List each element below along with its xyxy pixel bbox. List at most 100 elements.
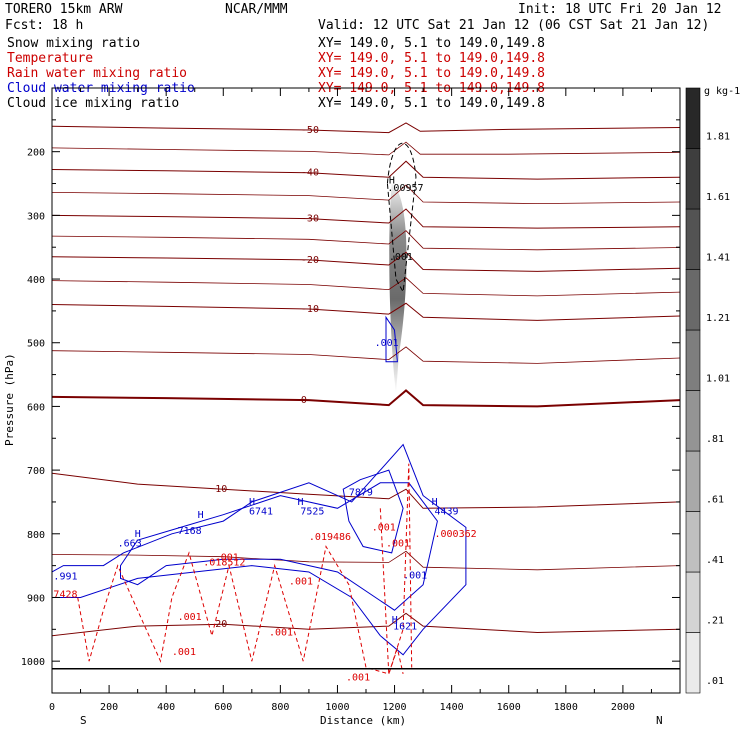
colorbar-label-2: 1.41 [706, 252, 730, 263]
x-tick-label-0: 0 [49, 702, 55, 713]
colorbar-segment-0 [685, 632, 701, 694]
temperature-contour--20 [52, 251, 680, 272]
colorbar-segment-6 [685, 269, 701, 331]
colorbar-label-7: .41 [706, 555, 724, 566]
y-axis-label: Pressure (hPa) [3, 353, 16, 446]
temperature-contour-intermediate-3 [52, 277, 680, 297]
model-title: TORERO 15km ARW [5, 2, 123, 17]
cloud-water-label-2: .991 [53, 572, 77, 583]
y-tick-label-5: 700 [27, 466, 45, 477]
y-tick-label-4: 600 [27, 402, 45, 413]
h-marker-0: H [389, 176, 395, 187]
colorbar-segment-7 [685, 208, 701, 270]
temperature-contour--10 [52, 302, 680, 321]
cloud-ice-label: .001 [389, 252, 413, 263]
h-marker-1: H [135, 529, 141, 540]
init-time: Init: 18 UTC Fri 20 Jan 12 [518, 2, 722, 17]
y-tick-label-8: 1000 [21, 657, 45, 668]
valid-time: Valid: 12 UTC Sat 21 Jan 12 (06 CST Sat … [318, 18, 709, 33]
x-tick-label-6: 1200 [382, 702, 406, 713]
rain-label-5: .001 [269, 628, 293, 639]
colorbar-segment-5 [685, 329, 701, 391]
temperature-contour-intermediate-0 [52, 141, 680, 156]
x-tick-label-8: 1600 [497, 702, 521, 713]
field-name-2: Rain water mixing ratio [7, 66, 187, 81]
x-tick-label-1: 200 [100, 702, 118, 713]
field-name-1: Temperature [7, 51, 93, 66]
temperature-contour-intermediate-2 [52, 230, 680, 251]
field-xy-4: XY= 149.0, 5.1 to 149.0,149.8 [318, 96, 545, 111]
temperature-label-20: 20 [215, 619, 227, 630]
cloud-water-label-3: 7168 [178, 526, 202, 537]
rain-label-6: .001 [172, 647, 196, 658]
colorbar-label-5: .81 [706, 434, 724, 445]
temperature-contour-20 [52, 612, 680, 637]
temperature-contour--50 [52, 122, 680, 134]
rain-label-8: .018512 [203, 558, 245, 569]
x-tick-label-5: 1000 [325, 702, 349, 713]
rain-label-0: .001 [372, 523, 396, 534]
colorbar-label-6: .61 [706, 494, 724, 505]
temperature-contour-intermediate-1 [52, 184, 680, 205]
x-tick-label-4: 800 [271, 702, 289, 713]
rain-water-contour-1 [379, 508, 404, 675]
colorbar-label-8: .21 [706, 615, 724, 626]
h-marker-2: H [198, 510, 204, 521]
colorbar-label-0: 1.81 [706, 131, 730, 142]
temperature-label--50: -50 [301, 125, 319, 136]
cloud-water-label-1: .663 [118, 539, 142, 550]
cloud-water-label-0: .001 [375, 338, 399, 349]
colorbar-unit: g kg-1 [704, 86, 740, 97]
plot-content: -50 -40 -30 -20 -10 0 10 20 .00957 .001 .001 .663 .9… [52, 122, 680, 683]
field-xy-2: XY= 149.0, 5.1 to 149.0,149.8 [318, 66, 545, 81]
y-tick-label-0: 200 [27, 148, 45, 159]
rain-label-4: .001 [289, 577, 313, 588]
temperature-label-0: 0 [301, 395, 307, 406]
temperature-contour-10 [52, 472, 680, 509]
colorbar: 1.81 1.61 1.41 1.21 1.01 .81 .61 .41 .21 .01 g kg-… [685, 86, 740, 694]
x-tick-label-3: 600 [214, 702, 232, 713]
cloud-ice-contour [386, 142, 417, 294]
temperature-contour--40 [52, 160, 680, 180]
snow-max-label: .00957 [387, 183, 423, 194]
h-marker-4: H [297, 497, 303, 508]
rain-water-contour-0 [77, 463, 413, 675]
rain-label-2: .001 [178, 612, 202, 623]
cloud-water-label-9: .001 [403, 570, 427, 581]
x-axis-label: Distance (km) [320, 714, 406, 727]
temperature-label--30: -30 [301, 214, 319, 225]
cloud-water-contour-3 [385, 315, 398, 363]
h-marker-6: H [392, 615, 398, 626]
y-tick-label-6: 800 [27, 530, 45, 541]
x-end-label-north: N [656, 714, 663, 727]
organization: NCAR/MMM [225, 2, 288, 17]
temperature-label--40: -40 [301, 168, 319, 179]
rain-label-3: .001 [386, 539, 410, 550]
temperature-contour-intermediate-6 [52, 550, 680, 571]
plot-area: -50 -40 -30 -20 -10 0 10 20 .00957 .001 .001 .663 .9… [21, 87, 681, 713]
forecast-hour: Fcst: 18 h [5, 18, 83, 33]
x-tick-label-2: 400 [157, 702, 175, 713]
y-tick-label-7: 900 [27, 593, 45, 604]
colorbar-segment-1 [685, 571, 701, 633]
colorbar-label-4: 1.01 [706, 373, 730, 384]
field-name-4: Cloud ice mixing ratio [7, 96, 179, 111]
x-tick-label-7: 1400 [440, 702, 464, 713]
h-marker-3: H [249, 497, 255, 508]
snow-mixing-ratio-plume [389, 183, 407, 394]
colorbar-segment-9 [685, 87, 701, 149]
cloud-water-contour-1 [120, 482, 438, 611]
x-end-label-south: S [80, 714, 87, 727]
field-xy-0: XY= 149.0, 5.1 to 149.0,149.8 [318, 36, 545, 51]
rain-label-7: .001 [346, 672, 370, 683]
cloud-water-label-8: 1621 [393, 621, 417, 632]
cloud-water-label-5: 7525 [300, 507, 324, 518]
temperature-contour--30 [52, 208, 680, 229]
field-xy-1: XY= 149.0, 5.1 to 149.0,149.8 [318, 51, 545, 66]
temperature-label-10: 10 [215, 484, 227, 495]
rain-label-11: 7428 [53, 589, 77, 600]
field-name-0: Snow mixing ratio [7, 36, 140, 51]
cloud-water-contour-2 [342, 469, 404, 554]
temperature-label--10: -10 [301, 304, 319, 315]
y-tick-label-2: 400 [27, 275, 45, 286]
